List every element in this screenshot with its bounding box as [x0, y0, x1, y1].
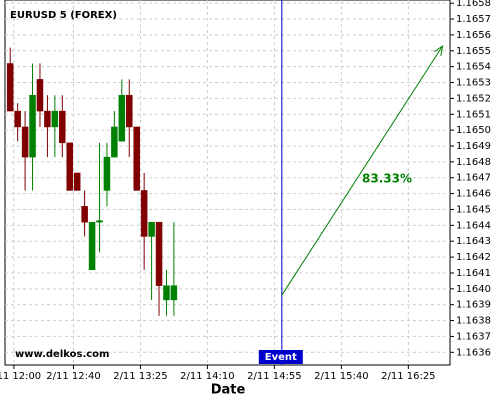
y-tick-label: 1.1647 [456, 173, 491, 184]
y-tick-label: 1.1657 [456, 14, 491, 25]
candle-body [163, 285, 170, 301]
y-tick-label: 1.1658 [456, 0, 491, 9]
candle-body [66, 142, 73, 191]
x-tick-label: 2/11 16:25 [381, 371, 435, 382]
x-tick-label: 2/11 13:25 [113, 371, 167, 382]
y-tick-label: 1.1645 [456, 204, 491, 215]
chart-title: EURUSD 5 (FOREX) [10, 10, 117, 21]
x-tick-label: 2/11 12:40 [46, 371, 100, 382]
arrow-label: 83.33% [362, 172, 412, 186]
candle-body [133, 126, 140, 191]
event-label-bg [258, 350, 303, 364]
y-tick-label: 1.1640 [456, 284, 491, 295]
candle-body [51, 110, 59, 128]
candle-body [111, 126, 118, 158]
candle-body [59, 110, 66, 144]
watermark: www.delkos.com [15, 349, 109, 360]
candle-body [140, 190, 148, 237]
y-tick-label: 1.1636 [456, 347, 491, 358]
y-tick-label: 1.1654 [456, 62, 491, 73]
y-tick-label: 1.1653 [456, 78, 491, 89]
y-tick-label: 1.1646 [456, 189, 491, 200]
candle-body [155, 221, 163, 286]
prediction-arrow [281, 45, 443, 296]
y-tick-label: 1.1655 [456, 46, 491, 57]
x-tick-label: 2/11 14:55 [247, 371, 301, 382]
candle-body [14, 110, 21, 128]
candle-body [29, 94, 36, 158]
candle-body [126, 94, 133, 128]
x-axis-label: Date [211, 383, 246, 398]
y-tick-label: 1.1641 [456, 268, 491, 279]
y-tick-label: 1.1643 [456, 236, 491, 247]
y-tick-label: 1.1637 [456, 331, 491, 342]
candle-body [6, 63, 14, 112]
x-tick-label: 2/11 15:40 [314, 371, 368, 382]
y-tick-label: 1.1651 [456, 109, 491, 120]
candle-body [36, 79, 44, 112]
candle-body [88, 221, 96, 271]
candle-body [81, 206, 88, 223]
candle-body [96, 220, 103, 223]
candle-body [73, 172, 81, 191]
candle-body [148, 221, 155, 237]
y-tick-label: 1.1644 [456, 220, 491, 231]
event-label: Event [265, 352, 297, 363]
y-tick-label: 1.1642 [456, 252, 491, 263]
candle-body [103, 156, 111, 191]
candle-body [21, 126, 29, 158]
arrow-head [434, 44, 444, 56]
y-tick-label: 1.1639 [456, 300, 491, 311]
candle-body [44, 110, 51, 128]
y-tick-label: 1.1652 [456, 93, 491, 104]
x-tick-label: 2/11 12:00 [0, 371, 41, 382]
candle-body [170, 285, 178, 301]
y-tick-label: 1.1638 [456, 316, 491, 327]
y-tick-label: 1.1649 [456, 141, 491, 152]
y-tick-label: 1.1650 [456, 125, 491, 136]
x-tick-label: 2/11 14:10 [180, 371, 234, 382]
candle-body [118, 94, 126, 142]
y-tick-label: 1.1656 [456, 30, 491, 41]
y-tick-label: 1.1648 [456, 157, 491, 168]
